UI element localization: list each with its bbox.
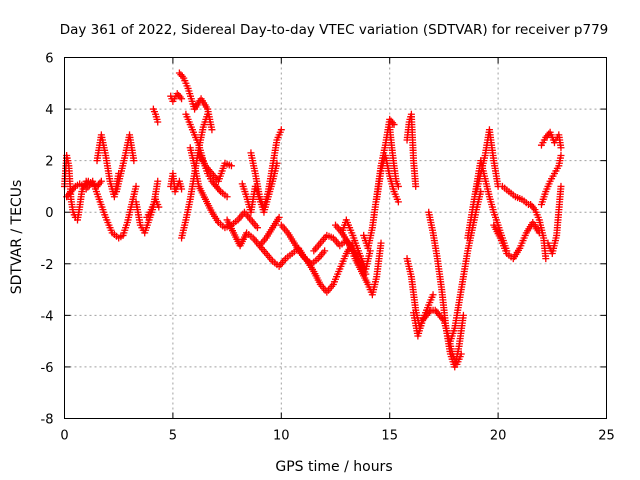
data-point	[275, 213, 283, 221]
x-tick-label: 10	[273, 429, 290, 444]
data-point	[253, 224, 261, 232]
data-point	[412, 182, 420, 190]
data-point	[390, 121, 398, 129]
y-tick-label: -2	[41, 258, 54, 273]
y-tick-label: 6	[45, 52, 53, 67]
data-point	[557, 182, 565, 190]
y-tick-label: -8	[41, 413, 54, 428]
plot-frame	[64, 57, 607, 419]
chart-title: Day 361 of 2022, Sidereal Day-to-day VTE…	[60, 22, 609, 38]
data-point	[223, 193, 231, 201]
data-point	[97, 177, 105, 185]
data-point	[178, 95, 186, 103]
data-point	[208, 126, 216, 134]
data-point	[557, 144, 565, 152]
data-point	[227, 162, 235, 170]
data-points	[61, 69, 565, 371]
data-point	[459, 311, 467, 319]
y-tick-label: 4	[45, 103, 53, 118]
data-point	[178, 185, 186, 193]
data-point	[377, 239, 385, 247]
data-point	[130, 157, 138, 165]
data-point	[542, 255, 550, 263]
data-point	[277, 126, 285, 134]
x-tick-label: 15	[381, 429, 398, 444]
y-tick-label: -4	[41, 309, 54, 324]
data-point	[321, 247, 329, 255]
data-point	[204, 110, 212, 118]
data-point	[394, 182, 402, 190]
y-tick-label: 0	[45, 206, 53, 221]
axis-ticks: 0 5 10 15 20 25 -8 -6 -4 -2 0 2 4 6	[41, 52, 615, 444]
y-tick-label: -6	[41, 361, 54, 376]
x-tick-label: 0	[60, 429, 68, 444]
data-point	[154, 177, 162, 185]
data-point	[394, 198, 402, 206]
data-point	[557, 151, 565, 159]
data-point	[155, 203, 163, 211]
data-point	[132, 182, 140, 190]
x-tick-label: 5	[169, 429, 177, 444]
data-point	[429, 291, 437, 299]
y-tick-label: 2	[45, 155, 53, 170]
data-point	[154, 118, 162, 126]
y-axis-label: SDTVAR / TECUs	[9, 180, 25, 295]
x-tick-label: 20	[490, 429, 507, 444]
x-axis-label: GPS time / hours	[275, 459, 392, 475]
x-tick-label: 25	[598, 429, 615, 444]
